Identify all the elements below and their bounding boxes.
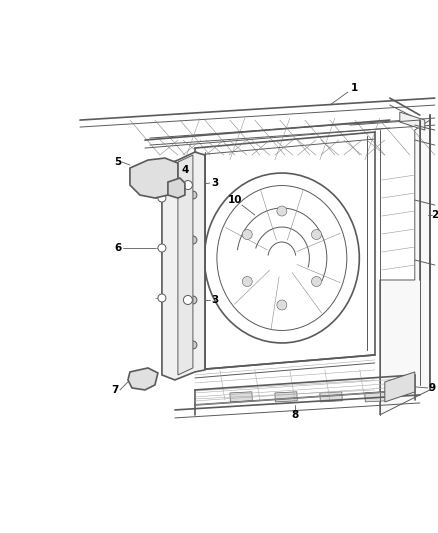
Circle shape bbox=[311, 277, 321, 287]
Bar bbox=[365, 392, 387, 402]
Circle shape bbox=[184, 295, 192, 304]
Polygon shape bbox=[400, 112, 425, 130]
Polygon shape bbox=[385, 372, 415, 402]
Circle shape bbox=[242, 230, 252, 239]
Circle shape bbox=[189, 236, 197, 244]
Circle shape bbox=[242, 277, 252, 287]
Text: 7: 7 bbox=[111, 385, 119, 395]
Circle shape bbox=[158, 194, 166, 202]
Polygon shape bbox=[130, 158, 178, 198]
Text: 4: 4 bbox=[181, 165, 189, 175]
Text: 10: 10 bbox=[228, 195, 242, 205]
Text: 6: 6 bbox=[114, 243, 122, 253]
Circle shape bbox=[177, 188, 184, 195]
Circle shape bbox=[158, 294, 166, 302]
Text: 2: 2 bbox=[431, 210, 438, 220]
Polygon shape bbox=[162, 152, 205, 380]
Text: 5: 5 bbox=[114, 157, 122, 167]
Circle shape bbox=[189, 296, 197, 304]
Polygon shape bbox=[380, 120, 430, 415]
Circle shape bbox=[173, 182, 180, 190]
Circle shape bbox=[311, 230, 321, 239]
Text: 1: 1 bbox=[351, 83, 358, 93]
Polygon shape bbox=[178, 155, 193, 375]
Text: 8: 8 bbox=[291, 410, 298, 420]
Bar bbox=[320, 392, 342, 402]
Text: 3: 3 bbox=[211, 178, 219, 188]
Text: 9: 9 bbox=[428, 383, 435, 393]
Circle shape bbox=[184, 181, 192, 190]
Bar bbox=[275, 392, 297, 402]
Polygon shape bbox=[168, 178, 185, 198]
Polygon shape bbox=[128, 368, 158, 390]
Text: 3: 3 bbox=[211, 295, 219, 305]
Bar bbox=[230, 392, 252, 402]
Circle shape bbox=[277, 206, 287, 216]
Circle shape bbox=[189, 341, 197, 349]
Circle shape bbox=[189, 191, 197, 199]
Circle shape bbox=[277, 300, 287, 310]
Circle shape bbox=[158, 244, 166, 252]
